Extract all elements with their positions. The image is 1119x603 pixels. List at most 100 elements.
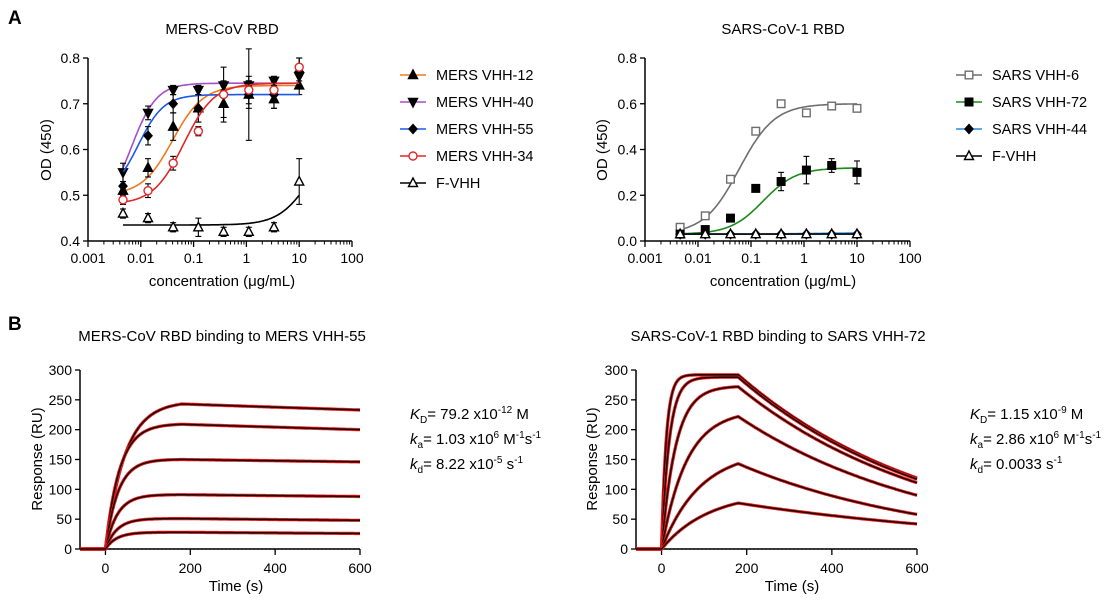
chart-1-data-point	[117, 207, 129, 218]
chart-4-fit-trace	[636, 502, 918, 550]
chart-2-xtick-label: 10	[849, 250, 865, 266]
chart-1-legend-marker	[408, 151, 418, 161]
kinetics-1-kd: kd= 8.22 x10-5 s-1	[410, 455, 523, 476]
chart-2-ytick-label: 0.0	[618, 233, 638, 249]
chart-3-xtick-label: 600	[348, 560, 372, 576]
chart-1-legend: MERS VHH-12 MERS VHH-40 MERS VHH-55 MERS VH…	[400, 68, 534, 192]
chart-3-data-trace	[80, 493, 360, 551]
chart-2-xtick-label: 1	[800, 250, 808, 266]
chart-1-ytick-label: 0.7	[61, 96, 81, 112]
chart-3-xtick-label: 400	[263, 560, 287, 576]
chart-2-ylabel: OD (450)	[594, 119, 611, 181]
chart-3-xtick-label: 0	[102, 560, 110, 576]
chart-2-data-point	[725, 213, 735, 223]
chart-1-title: MERS-CoV RBD	[165, 21, 279, 38]
chart-1-data-point	[168, 158, 178, 168]
chart-2-legend-label: SARS VHH-6	[992, 68, 1079, 84]
panel-label-b: B	[8, 314, 22, 335]
chart-2-xtick-label: 0.1	[741, 250, 761, 266]
chart-1-xtick-label: 0.001	[70, 250, 105, 266]
chart-3-fit-trace	[80, 531, 360, 550]
chart-1-legend-label: MERS VHH-55	[436, 122, 534, 138]
chart-4-ytick-label: 0	[620, 541, 628, 557]
chart-2-data-point	[801, 108, 811, 118]
chart-2-legend-marker	[964, 70, 974, 80]
kinetics-1-ka: ka= 1.03 x106 M-1s-1	[410, 430, 542, 451]
chart-4-ytick-label: 250	[605, 392, 629, 408]
chart-1-xtick-label: 10	[291, 250, 307, 266]
chart-2-data-point	[699, 227, 711, 239]
chart-4-ytick-label: 50	[612, 511, 628, 527]
chart-2-legend-marker	[963, 149, 975, 161]
chart-4-fit-trace	[636, 463, 918, 550]
chart-1-data-point	[143, 185, 153, 196]
chart-2-xtick-label: 0.01	[684, 250, 711, 266]
chart-3-ytick-label: 300	[49, 362, 73, 378]
chart-3-xtick-label: 200	[179, 560, 203, 576]
chart-2-ytick-label: 0.2	[618, 187, 638, 203]
chart-1-legend-marker	[407, 176, 419, 188]
chart-1-legend-label: F-VHH	[436, 176, 480, 192]
chart-3-ytick-label: 250	[49, 392, 73, 408]
chart-1-ytick-label: 0.8	[61, 50, 81, 66]
chart-2-legend-label: F-VHH	[992, 149, 1036, 165]
chart-3-fit-trace	[80, 517, 361, 550]
chart-1-legend-marker	[407, 68, 419, 80]
chart-1-data-point	[142, 161, 154, 173]
chart-1-ytick-label: 0.6	[61, 142, 81, 158]
chart-4-plot: 0 50 100 150 200 250 300 0 200 400 600	[605, 362, 929, 576]
chart-4-fit-trace	[636, 376, 918, 550]
kinetics-2-ka: ka= 2.86 x106 M-1s-1	[970, 430, 1102, 451]
chart-2-legend-label: SARS VHH-44	[992, 122, 1087, 138]
panel-label-a: A	[8, 8, 22, 29]
chart-3-ytick-label: 150	[49, 452, 73, 468]
chart-1-data-point	[269, 85, 279, 95]
chart-2-data-point	[852, 103, 862, 113]
chart-2-data-point	[775, 227, 787, 239]
chart-3-title: MERS-CoV RBD binding to MERS VHH-55	[78, 328, 366, 345]
chart-4-ytick-label: 150	[605, 452, 629, 468]
chart-2-fit-curve	[680, 167, 857, 235]
chart-4-ytick-label: 100	[605, 481, 629, 497]
chart-1-xtick-label: 1	[243, 250, 251, 266]
chart-4-fit-trace	[636, 386, 918, 550]
chart-3-plot: 0 50 100 150 200 250 300 0 200 400 600	[49, 362, 372, 576]
kinetics-1: KD= 79.2 x10-12 M ka= 1.03 x106 M-1s-1 k…	[410, 405, 542, 476]
chart-1-data-point	[143, 130, 153, 142]
chart-2-plot: 0.0 0.2 0.4 0.6 0.8 0.001 0.01 0.1 1 10 100	[618, 50, 922, 266]
chart-1-legend-label: MERS VHH-40	[436, 95, 534, 111]
chart-3-ytick-label: 100	[49, 481, 73, 497]
chart-2-legend: SARS VHH-6 SARS VHH-72 SARS VHH-44 F-VHH	[956, 68, 1087, 165]
chart-2-xtick-label: 100	[898, 250, 922, 266]
chart-4-fit-trace	[636, 415, 918, 550]
chart-4-xtick-label: 200	[735, 560, 759, 576]
chart-3-fit-trace	[80, 403, 361, 550]
chart-4-data-trace	[636, 501, 918, 551]
chart-1-plot: 0.4 0.5 0.6 0.7 0.8 0.001 0.01 0.1 1 10 100	[61, 48, 364, 266]
chart-1-xtick-label: 0.1	[184, 250, 204, 266]
chart-1-data-point	[167, 120, 179, 131]
chart-1-data-point	[294, 62, 304, 72]
chart-4-title: SARS-CoV-1 RBD binding to SARS VHH-72	[630, 328, 925, 345]
chart-2-data-point	[700, 211, 710, 221]
chart-1-legend-marker	[407, 97, 419, 109]
chart-2-data-point	[801, 165, 811, 175]
chart-3-data-trace	[80, 530, 360, 551]
chart-2-data-point	[674, 227, 686, 239]
chart-2-data-point	[827, 101, 837, 111]
chart-2-legend-marker	[964, 123, 974, 135]
chart-2-ytick-label: 0.8	[618, 50, 638, 66]
chart-1-data-point	[243, 225, 255, 237]
chart-4-ytick-label: 300	[605, 362, 629, 378]
chart-2-ytick-label: 0.6	[618, 96, 638, 112]
chart-1-data-point	[244, 85, 254, 95]
chart-2-legend-label: SARS VHH-72	[992, 95, 1087, 111]
chart-3-ytick-label: 50	[56, 511, 72, 527]
chart-1-data-point	[118, 195, 128, 205]
chart-1-data-point	[118, 180, 128, 192]
chart-3-xlabel: Time (s)	[209, 578, 263, 595]
chart-2-data-point	[827, 161, 837, 171]
chart-1-xtick-label: 100	[340, 250, 364, 266]
chart-1-ylabel: OD (450)	[38, 119, 55, 181]
chart-2-legend-marker	[964, 97, 974, 107]
